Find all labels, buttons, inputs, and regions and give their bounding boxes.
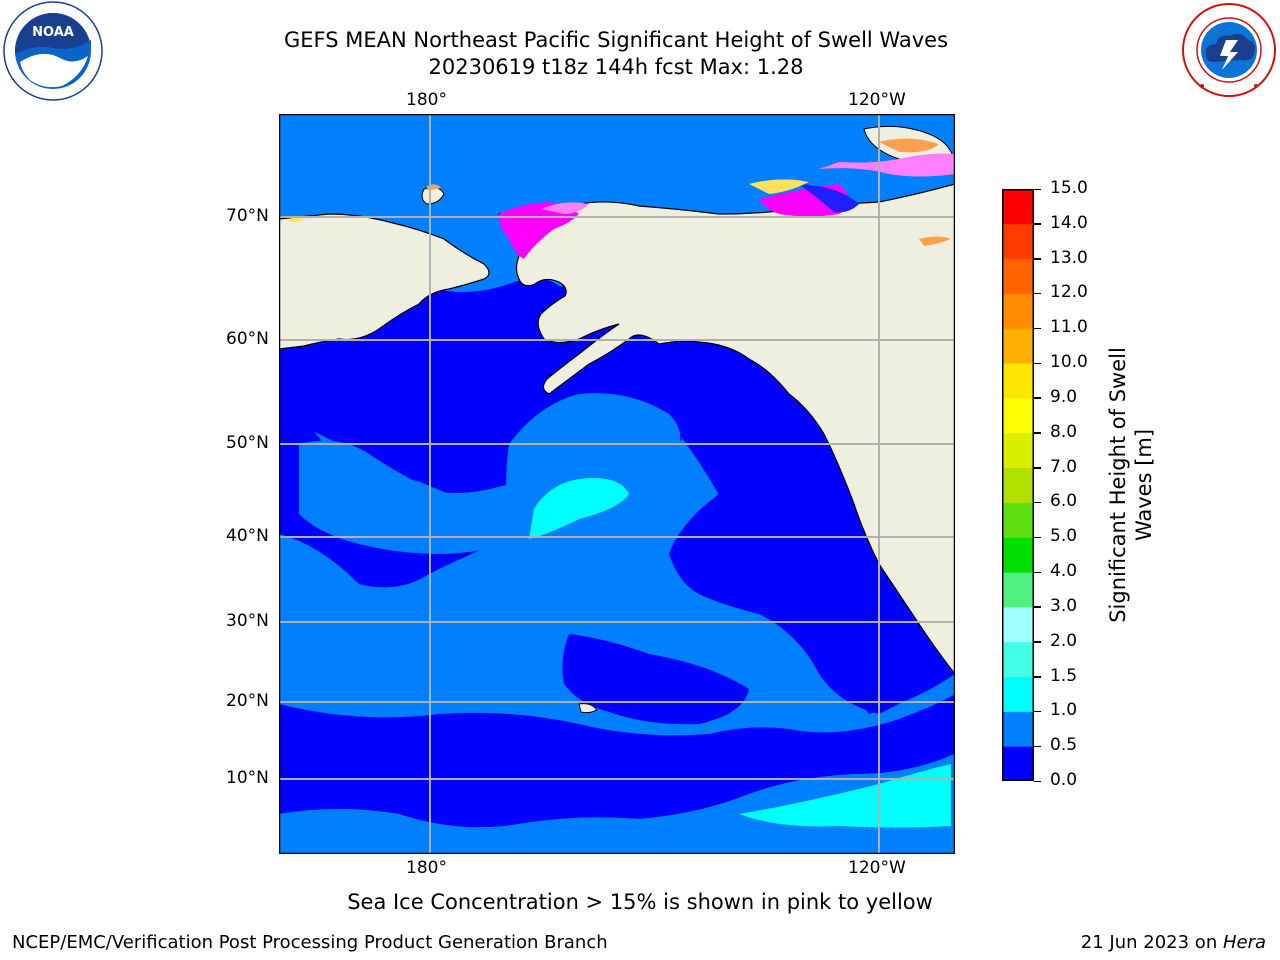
lon-label-bottom-120w: 120°W <box>848 858 906 878</box>
colorbar-swatch <box>1002 606 1034 643</box>
colorbar-title-line1: Significant Height of Swell <box>1106 347 1130 623</box>
lon-label-top-120w: 120°W <box>848 90 906 110</box>
colorbar-tick-label: 9.0 <box>1050 386 1078 407</box>
colorbar-tick <box>1034 501 1041 504</box>
noaa-logo: NOAA <box>2 0 104 102</box>
colorbar-tick-label: 0.5 <box>1050 735 1078 756</box>
sea-ice-note: Sea Ice Concentration > 15% is shown in … <box>347 890 933 914</box>
nws-logo <box>1178 0 1280 102</box>
footer-host: Hera <box>1222 932 1266 953</box>
colorbar-swatch <box>1002 293 1034 329</box>
noaa-logo-text: NOAA <box>32 25 74 40</box>
colorbar-tick-label: 5.0 <box>1050 526 1078 547</box>
colorbar-swatch <box>1002 223 1034 260</box>
colorbar-swatch <box>1002 328 1034 364</box>
colorbar-tick-label: 3.0 <box>1050 595 1078 616</box>
lat-label-20n: 20°N <box>226 691 269 711</box>
lon-label-bottom-180: 180° <box>406 858 447 878</box>
colorbar <box>1002 189 1034 782</box>
map-panel <box>278 113 956 855</box>
colorbar-swatch <box>1002 746 1034 782</box>
colorbar-tick <box>1034 676 1041 678</box>
colorbar-swatch <box>1002 537 1034 573</box>
footer-date-text: 21 Jun 2023 on <box>1080 932 1223 953</box>
colorbar-swatches <box>1002 189 1034 782</box>
lat-label-60n: 60°N <box>226 329 269 349</box>
chart-title: GEFS MEAN Northeast Pacific Significant … <box>283 28 949 52</box>
colorbar-tick-label: 14.0 <box>1050 212 1088 233</box>
colorbar-tick <box>1034 536 1041 539</box>
lat-label-70n: 70°N <box>226 206 269 226</box>
colorbar-tick <box>1034 710 1041 713</box>
colorbar-tick-label: 1.0 <box>1050 700 1078 721</box>
colorbar-swatch <box>1002 572 1034 608</box>
colorbar-tick <box>1034 606 1041 608</box>
footer-date: 21 Jun 2023 on Hera <box>1081 932 1266 953</box>
colorbar-swatch <box>1002 467 1034 503</box>
colorbar-title-line2: Waves [m] <box>1132 429 1156 541</box>
colorbar-tick <box>1034 745 1041 748</box>
colorbar-tick-label: 0.0 <box>1050 770 1078 790</box>
colorbar-tick <box>1034 362 1041 365</box>
chart-subtitle: 20230619 t18z 144h fcst Max: 1.28 <box>428 55 804 79</box>
colorbar-swatch <box>1002 397 1034 434</box>
colorbar-tick <box>1034 397 1041 399</box>
lon-label-top-180: 180° <box>406 90 447 110</box>
colorbar-swatch <box>1002 363 1034 399</box>
colorbar-tick <box>1034 292 1041 295</box>
colorbar-tick-label: 15.0 <box>1050 178 1088 198</box>
swell-height-map <box>278 113 956 855</box>
colorbar-tick <box>1034 780 1041 782</box>
colorbar-border <box>1002 189 1034 781</box>
lat-label-50n: 50°N <box>226 433 269 453</box>
colorbar-tick <box>1034 467 1041 469</box>
colorbar-swatch <box>1002 189 1034 225</box>
colorbar-tick-label: 4.0 <box>1050 561 1078 582</box>
footer-credit: NCEP/EMC/Verification Post Processing Pr… <box>12 932 608 953</box>
lat-label-30n: 30°N <box>226 611 269 631</box>
colorbar-tick <box>1034 432 1041 434</box>
colorbar-tick-label: 6.0 <box>1050 491 1078 512</box>
colorbar-tick-label: 7.0 <box>1050 456 1078 477</box>
colorbar-swatch <box>1002 711 1034 747</box>
colorbar-tick <box>1034 223 1041 225</box>
colorbar-swatch <box>1002 258 1034 294</box>
colorbar-swatch <box>1002 641 1034 678</box>
colorbar-tick-label: 10.0 <box>1050 352 1088 373</box>
colorbar-tick-label: 12.0 <box>1050 282 1088 303</box>
lat-label-10n: 10°N <box>226 768 269 788</box>
colorbar-swatch <box>1002 502 1034 538</box>
colorbar-tick-label: 13.0 <box>1050 247 1088 268</box>
colorbar-tick <box>1034 188 1041 190</box>
colorbar-tick-label: 8.0 <box>1050 421 1078 442</box>
colorbar-tick <box>1034 258 1041 260</box>
colorbar-tick-label: 1.5 <box>1050 665 1078 686</box>
colorbar-tick-label: 11.0 <box>1050 317 1088 338</box>
colorbar-swatch <box>1002 676 1034 712</box>
colorbar-tick <box>1034 641 1041 643</box>
colorbar-title: Significant Height of Swell Waves [m] <box>1103 260 1157 710</box>
colorbar-swatch <box>1002 432 1034 469</box>
lat-label-40n: 40°N <box>226 526 269 546</box>
colorbar-tick <box>1034 327 1041 330</box>
colorbar-tick <box>1034 571 1041 574</box>
colorbar-tick-label: 2.0 <box>1050 630 1078 651</box>
